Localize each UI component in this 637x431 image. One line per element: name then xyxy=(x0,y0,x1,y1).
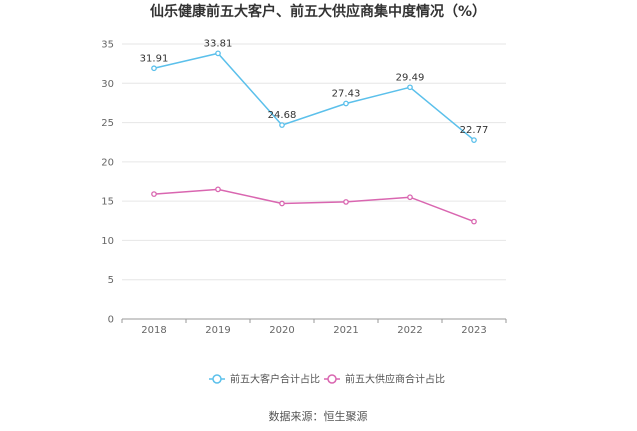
y-tick-label: 5 xyxy=(108,275,114,286)
x-tick-label: 2018 xyxy=(141,325,166,336)
grid-layer xyxy=(122,43,506,281)
y-tick-label: 0 xyxy=(108,315,114,326)
data-label: 31.91 xyxy=(140,53,169,64)
x-tick-label: 2021 xyxy=(333,325,358,336)
data-label: 24.68 xyxy=(268,110,297,121)
data-point[interactable] xyxy=(279,122,285,128)
data-label: 29.49 xyxy=(396,72,425,83)
series-line xyxy=(153,52,475,141)
source-note: 数据来源：恒生聚源 xyxy=(269,409,368,423)
data-point[interactable] xyxy=(215,186,221,193)
data-label-layer: 31.91 33.81 24.68 27.43 29.49 22.77 xyxy=(140,38,489,136)
data-label: 33.81 xyxy=(204,38,233,49)
legend[interactable]: 前五大客户合计占比 前五大供应商合计占比 xyxy=(209,373,445,386)
y-tick-label: 25 xyxy=(101,118,114,129)
y-tick-label: 10 xyxy=(101,236,114,247)
data-point[interactable] xyxy=(471,137,477,143)
x-tick-label: 2022 xyxy=(397,325,422,336)
x-tick-label: 2020 xyxy=(269,325,294,336)
axis-layer: 0 5 10 15 20 25 30 35 2018 2019 2020 2021 2022 2023 xyxy=(101,40,507,336)
data-point[interactable] xyxy=(151,65,157,72)
data-point[interactable] xyxy=(215,50,221,57)
data-point[interactable] xyxy=(343,100,349,107)
y-tick-label: 20 xyxy=(101,157,114,168)
legend-label[interactable]: 前五大客户合计占比 xyxy=(230,373,320,386)
y-tick-label: 15 xyxy=(101,197,114,208)
data-point[interactable] xyxy=(471,218,477,225)
data-label: 27.43 xyxy=(332,88,361,99)
y-tick-label: 35 xyxy=(101,40,114,51)
data-label: 22.77 xyxy=(460,125,489,136)
series-layer xyxy=(151,50,477,225)
data-point[interactable] xyxy=(279,200,285,207)
data-point[interactable] xyxy=(407,194,413,201)
legend-swatch-marker[interactable] xyxy=(327,374,337,384)
legend-label[interactable]: 前五大供应商合计占比 xyxy=(345,373,445,386)
series-line xyxy=(153,188,475,223)
y-tick-label: 30 xyxy=(101,79,114,90)
data-point[interactable] xyxy=(407,84,413,91)
x-tick-label: 2019 xyxy=(205,325,230,336)
data-point[interactable] xyxy=(343,199,349,205)
data-point[interactable] xyxy=(151,191,157,197)
x-tick-label: 2023 xyxy=(461,325,486,336)
chart-title: 仙乐健康前五大客户、前五大供应商集中度情况（%） xyxy=(150,3,486,20)
legend-swatch-marker[interactable] xyxy=(212,374,222,384)
